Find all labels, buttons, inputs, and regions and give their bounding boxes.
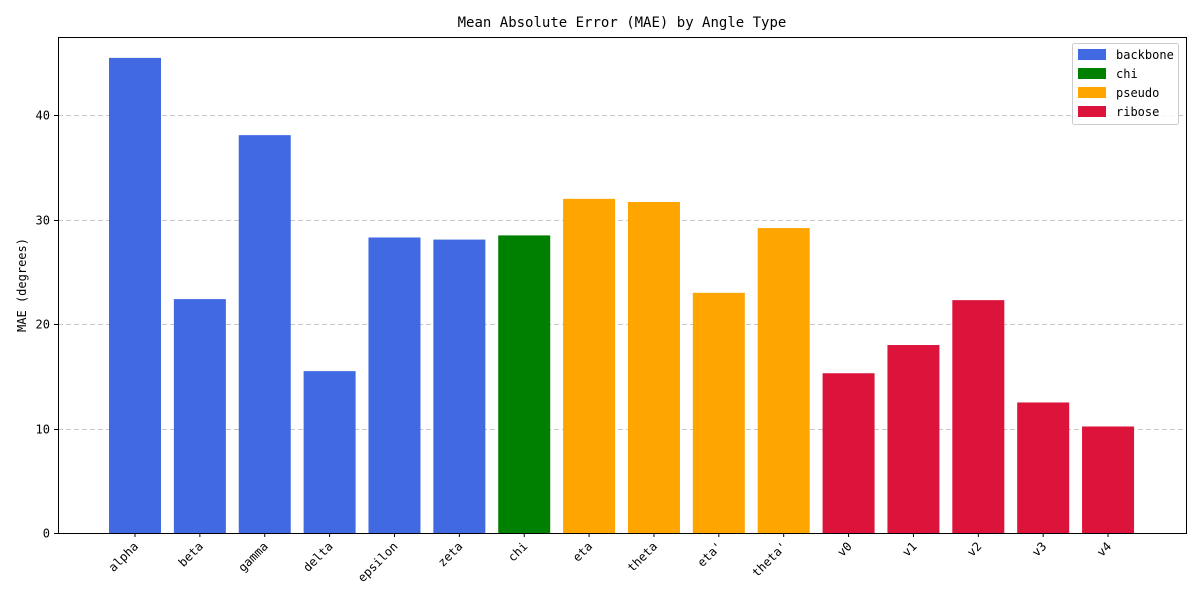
bar-v1 (887, 345, 940, 533)
legend-swatch-backbone (1078, 49, 1106, 60)
bars (109, 57, 1135, 534)
bar-eta (563, 198, 616, 533)
y-tick-label: 30 (36, 214, 50, 228)
legend-swatch-chi (1078, 68, 1106, 79)
x-tick-label: v3 (1029, 539, 1049, 559)
x-axis-ticks: alpha beta gamma delta epsilon zeta chi eta thet… (106, 533, 1114, 585)
x-tick-label: chi (505, 539, 530, 564)
bar-v3 (1017, 402, 1070, 533)
bar-chi (498, 235, 551, 533)
legend-label-backbone: backbone (1116, 48, 1174, 62)
x-tick-label: epsilon (355, 539, 401, 585)
x-tick-label: alpha (106, 539, 141, 574)
legend: backbone chi pseudo ribose (1072, 43, 1179, 125)
x-tick-label: v0 (835, 539, 855, 559)
x-tick-label: beta (176, 539, 206, 569)
bar-theta (627, 201, 680, 534)
chart-title: Mean Absolute Error (MAE) by Angle Type (458, 15, 787, 31)
bar-delta (303, 371, 356, 533)
bar-v4 (1082, 426, 1135, 533)
y-tick-label: 40 (36, 109, 50, 123)
legend-swatch-ribose (1078, 106, 1106, 117)
x-tick-label: theta (625, 539, 660, 574)
plot-frame (58, 37, 1187, 534)
bar-beta (173, 299, 226, 533)
y-tick-label: 0 (43, 527, 50, 541)
x-tick-label: eta (570, 539, 595, 564)
bar-eta (692, 292, 745, 533)
legend-label-pseudo: pseudo (1116, 86, 1159, 100)
x-tick-label: zeta (435, 539, 465, 569)
bar-gamma (238, 135, 291, 533)
bar-alpha (109, 57, 161, 533)
bar-v2 (952, 300, 1005, 533)
x-tick-label: delta (300, 539, 335, 574)
x-tick-label: v2 (964, 539, 984, 559)
y-tick-label: 10 (36, 423, 50, 437)
bar-zeta (433, 239, 486, 533)
x-tick-label: v4 (1094, 539, 1114, 559)
legend-swatch-pseudo (1078, 87, 1106, 98)
bar-v0 (822, 373, 875, 533)
x-tick-label: theta' (749, 539, 790, 580)
legend-label-ribose: ribose (1116, 105, 1159, 119)
x-tick-label: v1 (899, 539, 919, 559)
legend-frame (1072, 43, 1179, 125)
grid (58, 115, 1186, 430)
legend-label-chi: chi (1116, 67, 1138, 81)
bar-epsilon (368, 237, 421, 534)
y-axis-ticks: 0 10 20 30 40 (36, 109, 58, 541)
x-tick-label: gamma (235, 539, 270, 574)
x-tick-label: eta' (695, 539, 725, 569)
bar-theta (757, 228, 810, 533)
y-tick-label: 20 (36, 318, 50, 332)
y-axis-label: MAE (degrees) (15, 238, 29, 332)
